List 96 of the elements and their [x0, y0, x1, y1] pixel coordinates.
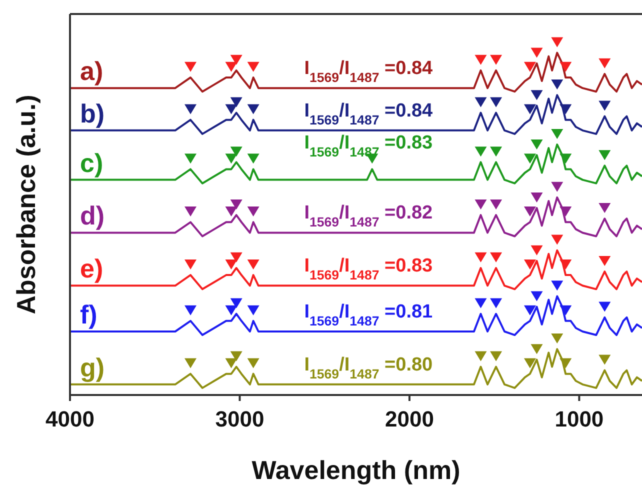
point — [551, 182, 564, 192]
x-tick-label: 1000 — [554, 406, 604, 432]
point — [230, 298, 242, 308]
point — [551, 334, 564, 344]
x-axis-title: Wavelength (nm) — [252, 455, 460, 485]
point — [225, 206, 238, 217]
point — [230, 97, 242, 108]
annotation: I$_{1569}$/I$_{1487}$ =0.84 — [304, 58, 434, 85]
point — [530, 90, 543, 100]
point — [530, 140, 543, 150]
y-axis-title: Absorbance (a.u.) — [10, 94, 41, 314]
point — [184, 104, 197, 114]
point — [598, 256, 611, 266]
x-tick-label: 4000 — [46, 406, 94, 432]
point — [247, 206, 260, 217]
series-label: b) — [80, 98, 105, 128]
series-label: e) — [80, 254, 104, 284]
x-tick-label: 3000 — [215, 406, 264, 432]
point — [560, 358, 572, 368]
point — [247, 62, 260, 72]
point — [225, 259, 238, 270]
point — [490, 200, 502, 210]
point — [560, 154, 572, 164]
point — [530, 291, 543, 302]
point — [598, 58, 611, 68]
point — [230, 54, 242, 65]
point — [247, 305, 260, 316]
annotation: I$_{1569}$/I$_{1487}$ =0.84 — [304, 100, 434, 127]
point — [598, 203, 611, 214]
x-tick-label: 2000 — [384, 406, 434, 432]
point — [225, 104, 238, 114]
point — [247, 358, 260, 368]
series-label: a) — [80, 56, 104, 86]
point — [560, 305, 572, 316]
point — [530, 192, 543, 202]
point — [184, 206, 197, 217]
point — [560, 259, 572, 270]
point — [474, 298, 487, 308]
point — [551, 128, 564, 139]
point — [230, 200, 242, 210]
point — [524, 154, 536, 164]
point — [184, 62, 197, 72]
point — [247, 154, 260, 164]
point — [524, 206, 536, 217]
point — [225, 154, 238, 164]
annotation: I$_{1569}$/I$_{1487}$ =0.80 — [304, 354, 433, 381]
point — [560, 62, 572, 72]
series-label: c) — [80, 148, 104, 178]
point — [184, 305, 197, 316]
point — [490, 97, 502, 108]
point — [551, 234, 564, 245]
point — [524, 259, 536, 270]
point — [524, 104, 536, 114]
point — [598, 150, 611, 160]
point — [225, 62, 238, 72]
point — [598, 354, 611, 365]
point — [490, 146, 502, 157]
point — [490, 351, 502, 362]
point — [225, 305, 238, 316]
point — [530, 48, 543, 58]
series-label: f) — [80, 300, 98, 330]
point — [551, 280, 564, 291]
point — [530, 245, 543, 256]
point — [474, 146, 487, 157]
point — [530, 344, 543, 354]
point — [225, 358, 238, 368]
point — [184, 358, 197, 368]
point — [524, 305, 536, 316]
point — [524, 358, 536, 368]
point — [474, 54, 487, 65]
point — [230, 146, 242, 157]
point — [247, 259, 260, 270]
point — [490, 54, 502, 65]
point — [474, 97, 487, 108]
point — [184, 154, 197, 164]
annotation: I$_{1569}$/I$_{1487}$ =0.83 — [304, 256, 433, 282]
point — [551, 37, 564, 48]
point — [474, 200, 487, 210]
point — [560, 206, 572, 217]
point — [474, 252, 487, 262]
annotation: I$_{1569}$/I$_{1487}$ =0.82 — [304, 202, 433, 230]
point — [524, 62, 536, 72]
annotation: I$_{1569}$/I$_{1487}$ =0.81 — [304, 302, 434, 328]
point — [230, 351, 242, 362]
point — [247, 104, 260, 114]
point — [560, 104, 572, 114]
point — [551, 80, 564, 90]
point — [230, 252, 242, 262]
series-label: g) — [80, 352, 105, 382]
point — [184, 259, 197, 270]
point — [598, 302, 611, 312]
point — [490, 298, 502, 308]
series-label: d) — [80, 200, 105, 231]
point — [490, 252, 502, 262]
point — [474, 351, 487, 362]
point — [598, 100, 611, 111]
